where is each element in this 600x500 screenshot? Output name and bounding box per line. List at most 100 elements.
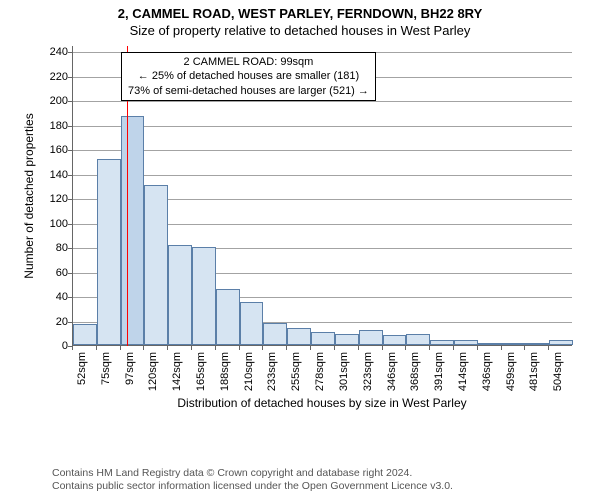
- x-tick-label: 75sqm: [100, 352, 112, 402]
- x-tick-mark: [477, 346, 478, 350]
- y-tick-mark: [68, 77, 72, 78]
- x-tick-label: 255sqm: [290, 352, 302, 402]
- histogram-bar: [144, 185, 168, 345]
- y-tick-label: 60: [40, 267, 68, 279]
- y-tick-label: 240: [40, 46, 68, 58]
- y-tick-label: 120: [40, 193, 68, 205]
- x-tick-label: 459sqm: [505, 352, 517, 402]
- histogram-bar: [525, 343, 549, 345]
- y-tick-label: 20: [40, 316, 68, 328]
- x-tick-label: 97sqm: [124, 352, 136, 402]
- y-tick-mark: [68, 297, 72, 298]
- histogram-bar: [478, 343, 502, 345]
- y-tick-mark: [68, 52, 72, 53]
- annotation-box: 2 CAMMEL ROAD: 99sqm← 25% of detached ho…: [121, 52, 376, 101]
- histogram-bar: [168, 245, 192, 345]
- y-tick-mark: [68, 126, 72, 127]
- histogram-bar: [359, 330, 383, 345]
- attribution-line2: Contains public sector information licen…: [52, 480, 453, 494]
- x-tick-mark: [524, 346, 525, 350]
- x-tick-mark: [358, 346, 359, 350]
- grid-line: [73, 175, 572, 176]
- x-tick-mark: [501, 346, 502, 350]
- histogram-bar: [430, 340, 454, 345]
- x-tick-label: 368sqm: [409, 352, 421, 402]
- y-tick-mark: [68, 248, 72, 249]
- histogram-bar: [287, 328, 311, 345]
- x-tick-mark: [405, 346, 406, 350]
- chart-title-block: 2, CAMMEL ROAD, WEST PARLEY, FERNDOWN, B…: [0, 0, 600, 38]
- grid-line: [73, 101, 572, 102]
- histogram-bar: [97, 159, 121, 345]
- x-tick-label: 52sqm: [76, 352, 88, 402]
- histogram-bar: [73, 324, 97, 345]
- y-tick-label: 0: [40, 340, 68, 352]
- x-tick-mark: [120, 346, 121, 350]
- y-tick-mark: [68, 150, 72, 151]
- x-tick-mark: [429, 346, 430, 350]
- y-tick-label: 160: [40, 144, 68, 156]
- histogram-bar: [192, 247, 216, 345]
- y-tick-label: 100: [40, 218, 68, 230]
- x-tick-label: 233sqm: [266, 352, 278, 402]
- x-tick-mark: [453, 346, 454, 350]
- y-tick-label: 220: [40, 71, 68, 83]
- y-tick-label: 180: [40, 120, 68, 132]
- histogram-bar: [549, 340, 573, 345]
- attribution-block: Contains HM Land Registry data © Crown c…: [52, 467, 453, 494]
- x-tick-mark: [334, 346, 335, 350]
- histogram-bar: [383, 335, 407, 345]
- chart-container: Number of detached properties 2 CAMMEL R…: [42, 46, 572, 396]
- y-tick-label: 40: [40, 291, 68, 303]
- y-tick-label: 140: [40, 169, 68, 181]
- y-axis-label: Number of detached properties: [22, 113, 36, 278]
- x-tick-mark: [191, 346, 192, 350]
- x-tick-label: 504sqm: [552, 352, 564, 402]
- histogram-bar: [240, 302, 264, 345]
- annotation-line: ← 25% of detached houses are smaller (18…: [128, 69, 369, 83]
- x-tick-label: 414sqm: [457, 352, 469, 402]
- histogram-bar: [406, 334, 430, 345]
- title-line1: 2, CAMMEL ROAD, WEST PARLEY, FERNDOWN, B…: [0, 6, 600, 21]
- x-tick-mark: [215, 346, 216, 350]
- y-tick-mark: [68, 175, 72, 176]
- y-tick-label: 200: [40, 95, 68, 107]
- histogram-bar: [502, 343, 526, 345]
- x-tick-mark: [286, 346, 287, 350]
- y-tick-mark: [68, 322, 72, 323]
- plot-area: 2 CAMMEL ROAD: 99sqm← 25% of detached ho…: [72, 46, 572, 346]
- y-tick-mark: [68, 199, 72, 200]
- histogram-bar: [454, 340, 478, 345]
- x-tick-label: 391sqm: [433, 352, 445, 402]
- grid-line: [73, 126, 572, 127]
- x-tick-mark: [72, 346, 73, 350]
- x-tick-mark: [262, 346, 263, 350]
- x-tick-label: 210sqm: [243, 352, 255, 402]
- histogram-bar: [311, 332, 335, 345]
- x-tick-label: 323sqm: [362, 352, 374, 402]
- x-tick-label: 278sqm: [314, 352, 326, 402]
- x-tick-mark: [548, 346, 549, 350]
- attribution-line1: Contains HM Land Registry data © Crown c…: [52, 467, 453, 481]
- y-tick-mark: [68, 101, 72, 102]
- x-tick-mark: [143, 346, 144, 350]
- title-line2: Size of property relative to detached ho…: [0, 23, 600, 38]
- annotation-line: 2 CAMMEL ROAD: 99sqm: [128, 55, 369, 69]
- x-tick-mark: [310, 346, 311, 350]
- x-tick-label: 142sqm: [171, 352, 183, 402]
- x-tick-mark: [167, 346, 168, 350]
- x-tick-label: 165sqm: [195, 352, 207, 402]
- histogram-bar: [121, 116, 145, 345]
- x-tick-label: 436sqm: [481, 352, 493, 402]
- y-tick-mark: [68, 273, 72, 274]
- x-tick-mark: [96, 346, 97, 350]
- histogram-bar: [263, 323, 287, 345]
- histogram-bar: [216, 289, 240, 345]
- x-tick-mark: [382, 346, 383, 350]
- annotation-line: 73% of semi-detached houses are larger (…: [128, 84, 369, 98]
- grid-line: [73, 150, 572, 151]
- y-tick-label: 80: [40, 242, 68, 254]
- histogram-bar: [335, 334, 359, 345]
- x-tick-label: 481sqm: [528, 352, 540, 402]
- x-tick-label: 301sqm: [338, 352, 350, 402]
